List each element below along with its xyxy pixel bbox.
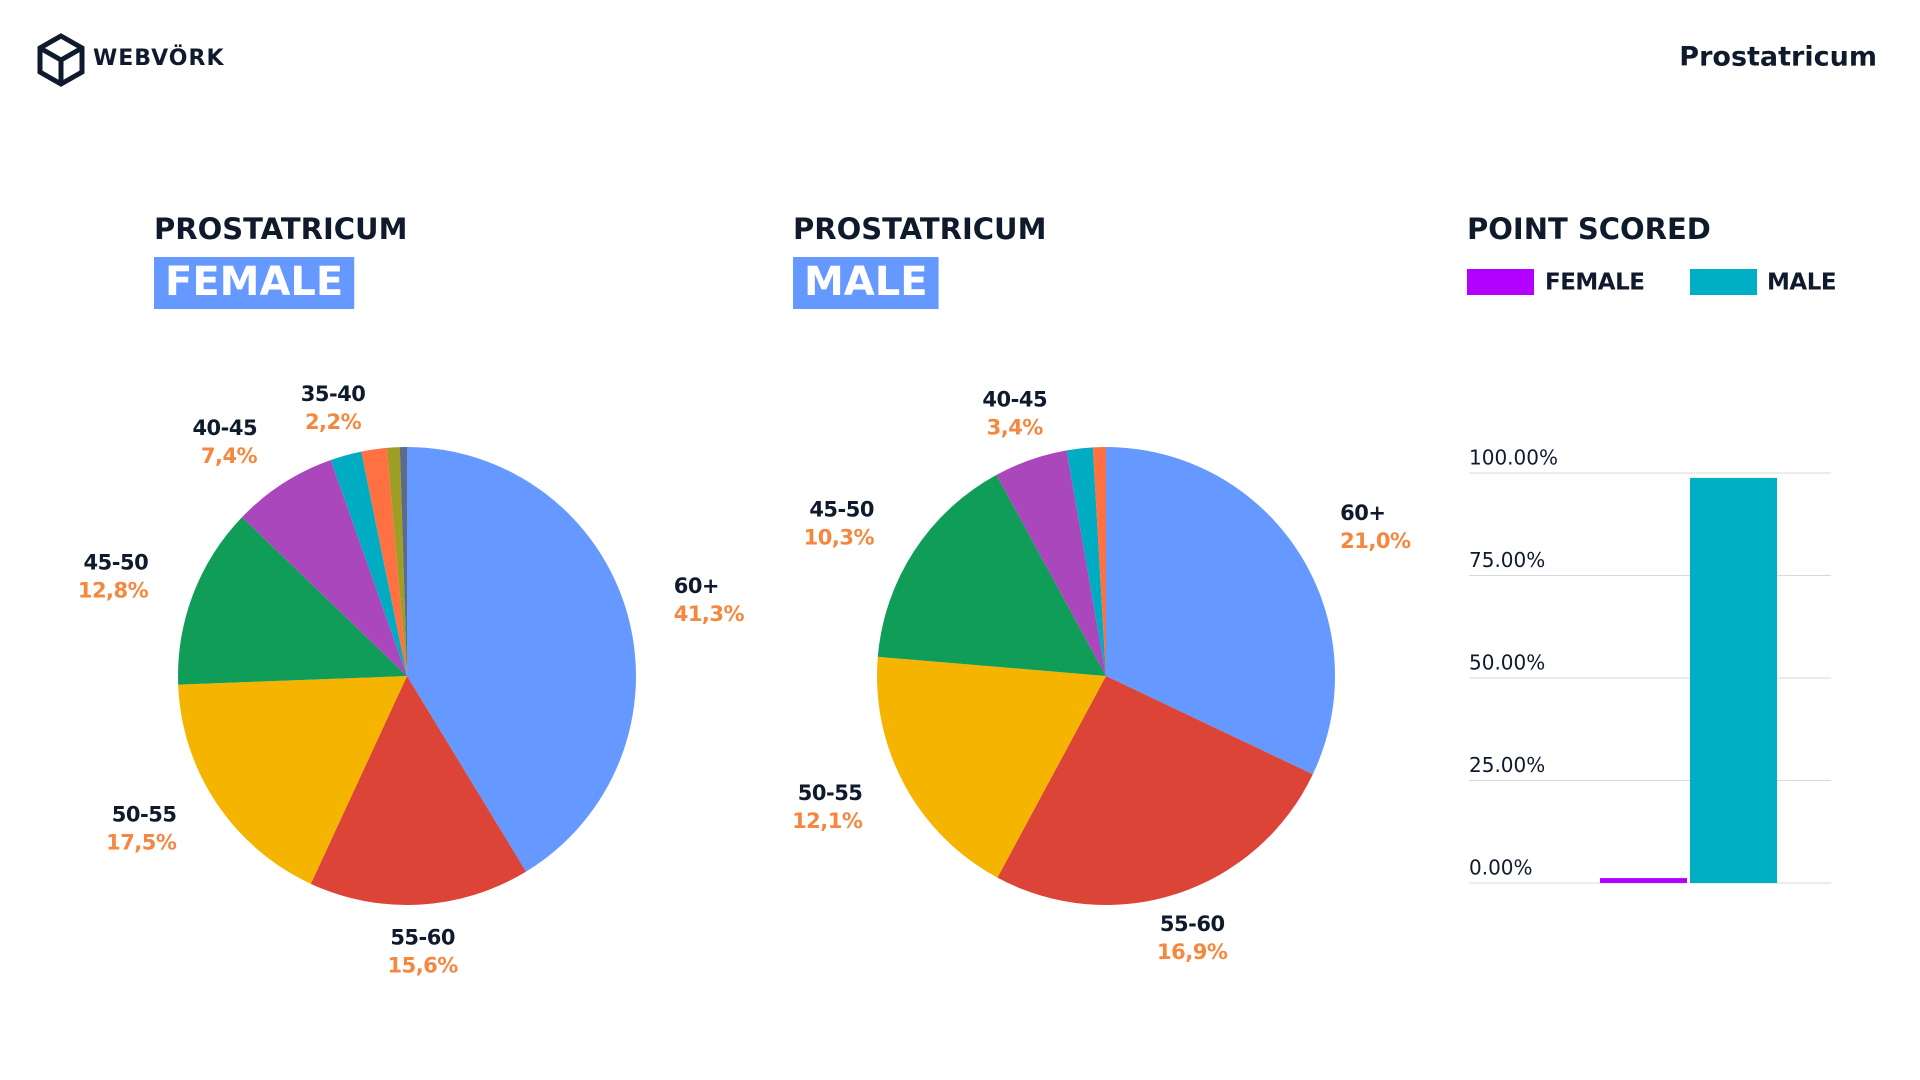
slice-label: 50-55: [798, 781, 863, 805]
product-name: Prostatricum: [1679, 42, 1877, 73]
slice-value-label: 12,8%: [78, 578, 149, 602]
slice-value-label: 15,6%: [387, 954, 458, 978]
pie-slice: [1092, 447, 1106, 676]
slice-value-label: 12,1%: [792, 809, 863, 833]
slice-label: 60+: [674, 574, 719, 598]
legend-label: FEMALE: [1545, 270, 1644, 296]
slice-label: 45-50: [809, 498, 874, 522]
y-tick-label: 50.00%: [1469, 651, 1545, 675]
y-tick-label: 0.00%: [1469, 856, 1533, 880]
pie-slice: [399, 447, 407, 676]
slice-label: 35-40: [301, 382, 366, 406]
slice-value-label: 3,4%: [987, 415, 1044, 439]
pie-slice: [386, 447, 407, 676]
logo: [37, 33, 85, 87]
pie-slice: [997, 676, 1313, 905]
brand: WEBVÖRK: [93, 45, 225, 71]
pie-slice: [178, 517, 407, 685]
slice-value-label: 41,3%: [674, 602, 745, 626]
chart-title: PROSTATRICUM: [154, 212, 407, 246]
legend-swatch: [1467, 269, 1534, 295]
pie-slice: [310, 676, 527, 905]
pie-slice: [178, 676, 407, 884]
bar: [1690, 477, 1777, 883]
y-tick-label: 100.00%: [1469, 446, 1558, 470]
pie-slice: [877, 474, 1106, 676]
y-tick-label: 25.00%: [1469, 753, 1545, 777]
pie-slice: [242, 460, 407, 676]
slice-label: 45-50: [84, 550, 149, 574]
bar: [1600, 878, 1687, 883]
slice-label: 55-60: [390, 926, 455, 950]
slice-label: 50-55: [112, 803, 177, 827]
legend-swatch: [1690, 269, 1757, 295]
slice-label: 40-45: [192, 416, 257, 440]
chart-subtitle: MALE: [804, 259, 928, 305]
slice-value-label: 7,4%: [201, 444, 258, 468]
slice-value-label: 17,5%: [106, 831, 177, 855]
chart-subtitle: FEMALE: [165, 259, 343, 305]
pie-slice: [1106, 447, 1335, 775]
pie-slice: [996, 450, 1106, 676]
slice-value-label: 21,0%: [1340, 529, 1411, 553]
slice-label: 55-60: [1160, 912, 1225, 936]
pie-slice: [407, 447, 636, 872]
pie-slice: [330, 451, 407, 676]
subtitle-badge: [793, 257, 939, 309]
slice-value-label: 10,3%: [804, 526, 875, 550]
legend-label: MALE: [1767, 270, 1836, 296]
slice-value-label: 16,9%: [1157, 940, 1228, 964]
subtitle-badge: [154, 257, 355, 309]
y-tick-label: 75.00%: [1469, 548, 1545, 572]
chart-title: PROSTATRICUM: [793, 212, 1046, 246]
pie-slice: [361, 447, 407, 676]
slice-label: 60+: [1340, 501, 1385, 525]
slice-value-label: 2,2%: [305, 410, 362, 434]
pie-slice: [877, 656, 1106, 878]
slice-label: 40-45: [982, 387, 1047, 411]
chart-title: POINT SCORED: [1467, 212, 1711, 246]
pie-slice: [1066, 447, 1106, 676]
